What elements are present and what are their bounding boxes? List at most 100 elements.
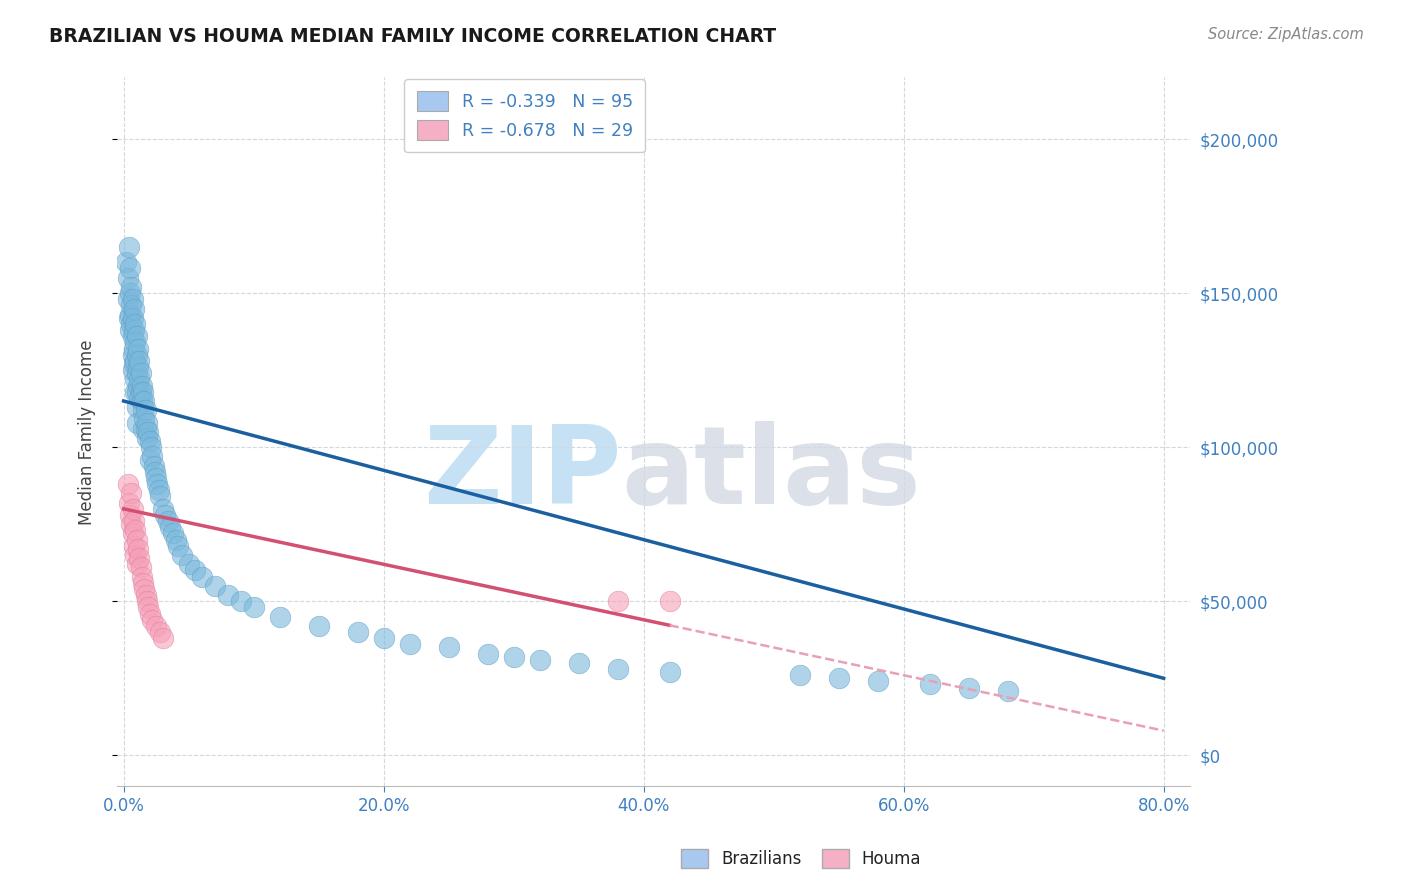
Point: [128, 372, 150, 386]
Point: [142, 458, 165, 473]
Point: [125, 366, 148, 380]
Point: [568, 656, 591, 670]
Point: [118, 310, 141, 325]
Point: [128, 354, 150, 368]
Point: [134, 582, 156, 596]
Point: [136, 416, 159, 430]
Point: [138, 607, 160, 621]
Point: [606, 662, 628, 676]
Point: [135, 588, 157, 602]
Point: [152, 632, 174, 646]
Point: [120, 298, 142, 312]
Point: [124, 317, 146, 331]
Point: [658, 594, 681, 608]
Legend: Brazilians, Houma: Brazilians, Houma: [675, 843, 928, 875]
Point: [125, 558, 148, 572]
Point: [135, 422, 157, 436]
Point: [117, 477, 139, 491]
Point: [115, 255, 138, 269]
Point: [398, 637, 420, 651]
Point: [122, 357, 145, 371]
Point: [132, 403, 155, 417]
Point: [121, 363, 143, 377]
Point: [128, 551, 150, 566]
Point: [658, 665, 681, 680]
Point: [132, 384, 155, 399]
Point: [136, 425, 159, 439]
Point: [127, 360, 149, 375]
Point: [529, 653, 551, 667]
Point: [118, 496, 141, 510]
Point: [138, 452, 160, 467]
Point: [184, 564, 207, 578]
Point: [918, 677, 941, 691]
Point: [127, 378, 149, 392]
Point: [308, 619, 330, 633]
Legend: R = -0.339   N = 95, R = -0.678   N = 29: R = -0.339 N = 95, R = -0.678 N = 29: [405, 79, 645, 153]
Point: [125, 400, 148, 414]
Point: [131, 394, 153, 409]
Point: [156, 514, 179, 528]
Point: [606, 594, 628, 608]
Point: [437, 640, 460, 655]
Point: [167, 539, 190, 553]
Point: [136, 594, 159, 608]
Point: [866, 674, 889, 689]
Y-axis label: Median Family Income: Median Family Income: [79, 339, 96, 524]
Point: [789, 668, 811, 682]
Point: [124, 384, 146, 399]
Point: [148, 483, 170, 498]
Point: [127, 342, 149, 356]
Point: [134, 412, 156, 426]
Point: [121, 329, 143, 343]
Point: [122, 342, 145, 356]
Point: [120, 308, 142, 322]
Point: [121, 348, 143, 362]
Point: [124, 548, 146, 562]
Point: [141, 450, 163, 464]
Point: [117, 293, 139, 307]
Point: [121, 501, 143, 516]
Point: [136, 600, 159, 615]
Point: [120, 286, 142, 301]
Point: [125, 533, 148, 547]
Point: [122, 514, 145, 528]
Point: [120, 486, 142, 500]
Point: [217, 588, 239, 602]
Point: [121, 310, 143, 325]
Point: [177, 558, 200, 572]
Point: [129, 384, 152, 399]
Point: [269, 609, 291, 624]
Point: [373, 632, 395, 646]
Point: [122, 323, 145, 337]
Point: [138, 434, 160, 448]
Point: [120, 280, 142, 294]
Point: [145, 471, 167, 485]
Point: [165, 533, 187, 547]
Point: [136, 431, 159, 445]
Point: [957, 681, 980, 695]
Point: [120, 323, 142, 337]
Point: [120, 317, 142, 331]
Point: [125, 416, 148, 430]
Point: [146, 477, 169, 491]
Point: [997, 683, 1019, 698]
Point: [141, 613, 163, 627]
Point: [129, 366, 152, 380]
Point: [120, 517, 142, 532]
Point: [131, 569, 153, 583]
Point: [149, 490, 172, 504]
Text: BRAZILIAN VS HOUMA MEDIAN FAMILY INCOME CORRELATION CHART: BRAZILIAN VS HOUMA MEDIAN FAMILY INCOME …: [49, 27, 776, 45]
Point: [135, 403, 157, 417]
Point: [120, 261, 142, 276]
Point: [827, 671, 849, 685]
Point: [145, 619, 167, 633]
Point: [155, 508, 177, 522]
Point: [132, 422, 155, 436]
Text: Source: ZipAtlas.com: Source: ZipAtlas.com: [1208, 27, 1364, 42]
Point: [162, 526, 184, 541]
Point: [121, 293, 143, 307]
Point: [121, 526, 143, 541]
Point: [118, 240, 141, 254]
Point: [152, 501, 174, 516]
